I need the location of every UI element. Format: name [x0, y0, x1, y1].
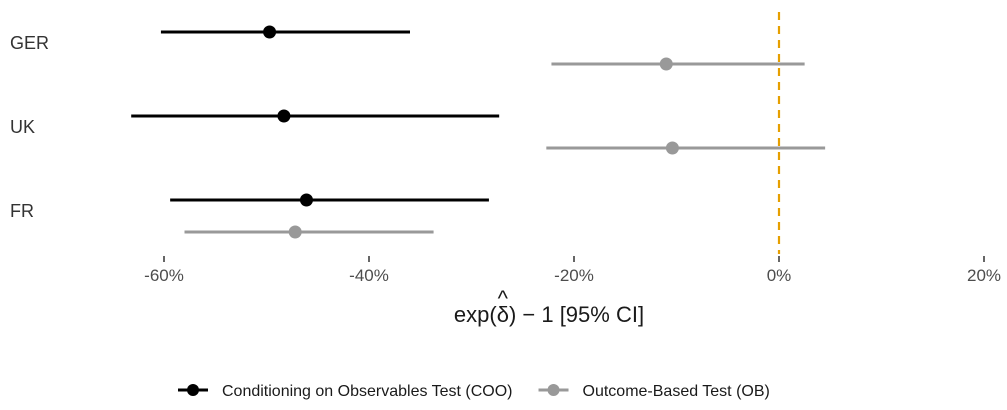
series-layer	[131, 25, 826, 239]
x-axis: -60% -40% -20% 0% 20%	[144, 256, 1001, 285]
category-label-fr: FR	[10, 201, 34, 221]
point-uk-ob	[665, 141, 679, 155]
category-label-ger: GER	[10, 33, 49, 53]
series-coo	[131, 25, 500, 207]
legend-key-point	[547, 384, 560, 396]
x-axis-title-text: exp(δ) − 1 [95% CI]	[454, 302, 644, 327]
x-tick-label: -40%	[349, 266, 389, 285]
legend-label: Outcome-Based Test (OB)	[583, 383, 770, 400]
category-labels: GER UK FR	[10, 33, 49, 221]
x-tick-label: -20%	[554, 266, 594, 285]
legend: Conditioning on Observables Test (COO) Ou…	[178, 383, 770, 400]
x-tick-label: 20%	[967, 266, 1001, 285]
legend-label: Conditioning on Observables Test (COO)	[222, 383, 513, 400]
legend-item-coo: Conditioning on Observables Test (COO)	[178, 383, 513, 400]
category-label-uk: UK	[10, 117, 35, 137]
series-ob	[184, 57, 826, 239]
x-axis-title-hat: ^	[498, 286, 509, 311]
point-ger-ob	[659, 57, 673, 71]
point-ger-coo	[263, 25, 277, 39]
x-tick-label: -60%	[144, 266, 184, 285]
legend-key-point	[187, 384, 199, 396]
point-uk-coo	[277, 109, 291, 123]
point-fr-coo	[299, 193, 313, 207]
point-fr-ob	[288, 225, 302, 239]
x-axis-title: exp(δ) − 1 [95% CI] ^	[454, 286, 644, 327]
x-tick-label: 0%	[767, 266, 792, 285]
x-axis-title-symbol: δ	[497, 302, 509, 327]
legend-item-ob: Outcome-Based Test (OB)	[538, 383, 770, 400]
